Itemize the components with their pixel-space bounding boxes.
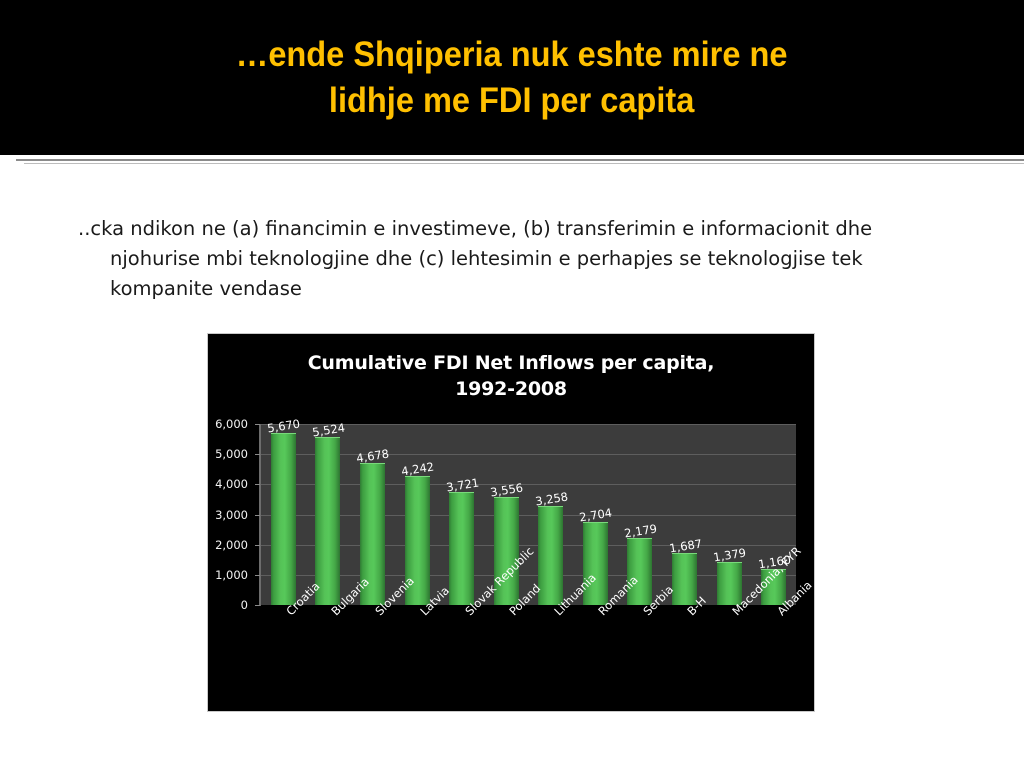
- bar-value-label: 5,670: [266, 416, 302, 436]
- bar[interactable]: [404, 476, 430, 605]
- y-axis-tick: [255, 574, 260, 576]
- bar-slot: 3,556: [484, 424, 529, 605]
- gridline: [261, 454, 796, 456]
- y-axis-label: 1,000: [215, 567, 248, 582]
- divider-line-primary: [16, 159, 1024, 161]
- bar-value-label: 1,687: [667, 536, 703, 556]
- y-axis-label: 5,000: [215, 447, 248, 462]
- bar-slot: 4,678: [350, 424, 395, 605]
- bar[interactable]: [761, 569, 787, 605]
- chart-title: Cumulative FDI Net Inflows per capita, 1…: [307, 352, 715, 400]
- header-divider: [0, 157, 1024, 167]
- bar-value-label: 3,556: [489, 480, 525, 500]
- y-axis-tick: [255, 605, 260, 606]
- y-axis-tick: [255, 514, 260, 516]
- bar[interactable]: [538, 505, 564, 605]
- bar-value-label: 2,179: [623, 521, 658, 541]
- bar[interactable]: [270, 432, 296, 605]
- y-axis-label: 2,000: [215, 537, 248, 552]
- bar-value-label: 4,242: [400, 459, 436, 479]
- bar-value-label: 5,524: [311, 420, 346, 440]
- y-axis-tick: [255, 484, 260, 486]
- bar-value-label: 3,258: [534, 489, 569, 509]
- body-paragraph: ..cka ndikon ne (a) financimin e investi…: [78, 214, 950, 304]
- bar-slot: 5,524: [306, 420, 351, 605]
- bar[interactable]: [493, 496, 519, 605]
- title-banner: …ende Shqiperia nuk eshte mire ne lidhje…: [0, 0, 1024, 155]
- page-title: …ende Shqiperia nuk eshte mire ne lidhje…: [236, 34, 788, 120]
- gridline: [261, 424, 796, 425]
- bar-slot: 1,160: [751, 424, 796, 605]
- bar-slot: 3,721: [439, 424, 484, 605]
- bar[interactable]: [315, 437, 341, 605]
- bar-slot: 5,670: [261, 416, 306, 605]
- y-axis-label: 3,000: [215, 507, 248, 522]
- y-axis-label: 4,000: [215, 477, 248, 492]
- gridline: [261, 544, 796, 546]
- bar[interactable]: [449, 491, 475, 605]
- bar-slot: 3,258: [529, 424, 574, 605]
- y-axis-label: 6,000: [215, 417, 248, 431]
- body-paragraph-text: ..cka ndikon ne (a) financimin e investi…: [78, 217, 873, 300]
- chart-bars: 5,670 5,524 4,678 4,242 3,721 3,556 3,258 2,704…: [261, 416, 796, 605]
- bar-value-label: 4,678: [355, 446, 391, 466]
- chart-panel: Cumulative FDI Net Inflows per capita, 1…: [207, 333, 815, 712]
- y-axis-tick: [255, 424, 260, 425]
- bar-slot: 2,704: [573, 424, 618, 605]
- bar-slot: 1,379: [707, 424, 752, 605]
- bar[interactable]: [627, 538, 653, 605]
- bar-value-label: 2,704: [578, 505, 614, 525]
- bar[interactable]: [582, 522, 608, 605]
- gridline: [261, 484, 796, 486]
- gridline: [261, 514, 796, 516]
- bar-slot: 1,687: [662, 424, 707, 605]
- y-axis-tick: [255, 454, 260, 456]
- bar[interactable]: [672, 553, 697, 605]
- gridline: [261, 574, 796, 576]
- bar[interactable]: [716, 562, 742, 605]
- chart-plot-area: [261, 424, 796, 605]
- y-axis-label: 0: [240, 598, 248, 612]
- x-axis-category-labels: Croatia Bulgaria Slovenia Latvia Slovak Repu…: [261, 544, 814, 709]
- bar[interactable]: [359, 462, 385, 605]
- bar-value-label: 1,379: [712, 545, 748, 565]
- y-axis-line: [259, 424, 261, 606]
- y-axis-tick: [255, 544, 260, 546]
- divider-line-secondary: [24, 163, 1024, 164]
- bar-value-label: 3,721: [444, 475, 480, 495]
- bar-slot: 4,242: [395, 424, 440, 605]
- bar-slot: 2,179: [618, 424, 663, 605]
